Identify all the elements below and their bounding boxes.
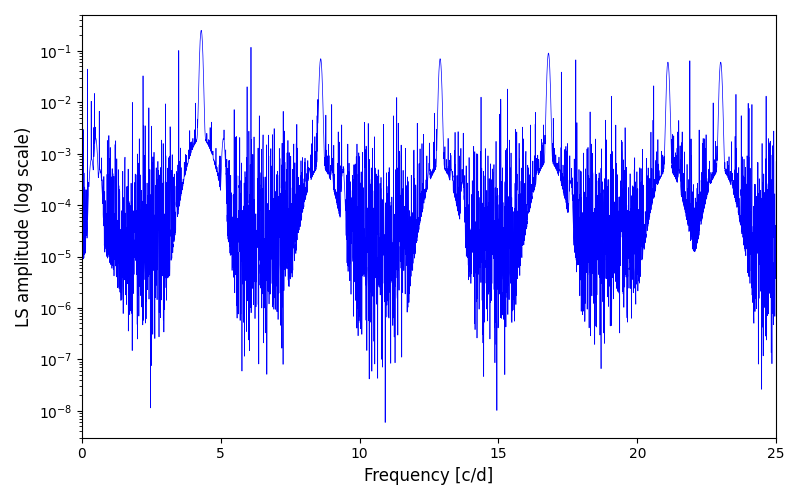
Y-axis label: LS amplitude (log scale): LS amplitude (log scale) xyxy=(15,126,33,326)
X-axis label: Frequency [c/d]: Frequency [c/d] xyxy=(364,467,494,485)
